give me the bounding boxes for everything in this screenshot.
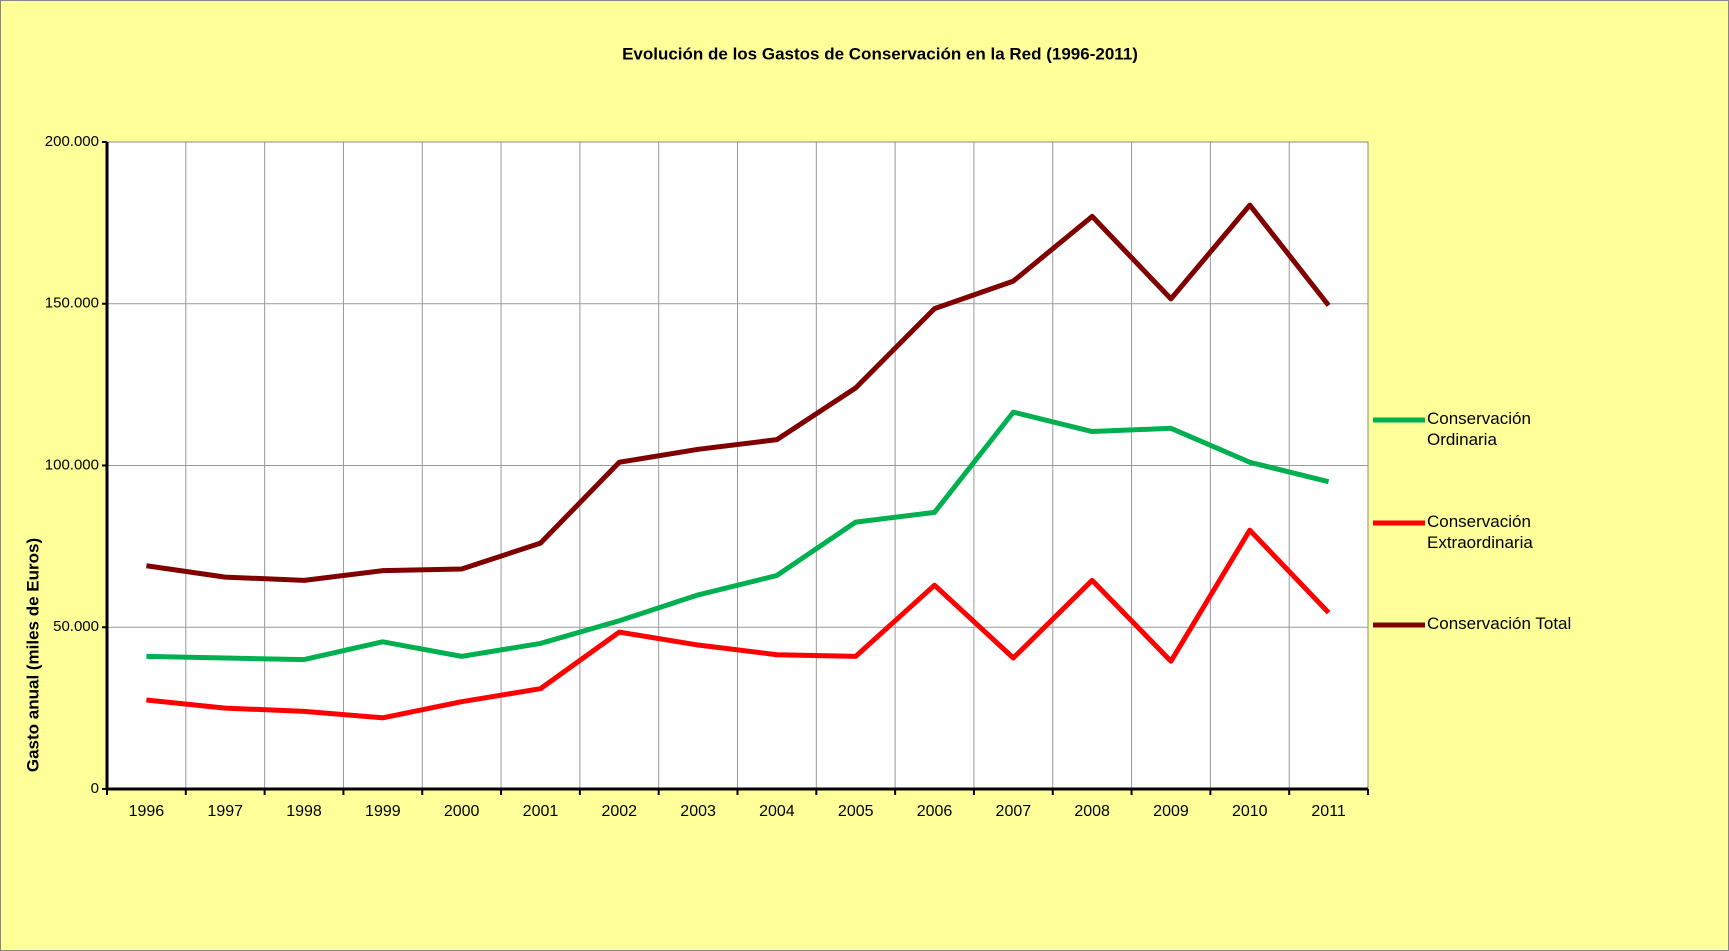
series-line bbox=[146, 527, 1331, 721]
x-tick-label: 2010 bbox=[1232, 803, 1268, 820]
x-tick-label: 2008 bbox=[1074, 803, 1110, 820]
x-tick-label: 2009 bbox=[1153, 803, 1189, 820]
x-tick-label: 2006 bbox=[917, 803, 953, 820]
legend-label: Conservación Extraordinaria bbox=[1427, 512, 1533, 552]
x-tick-label: 2011 bbox=[1311, 803, 1346, 820]
series-line bbox=[146, 202, 1331, 583]
y-tick-label: 50.000 bbox=[53, 618, 99, 635]
x-tick-label: 2001 bbox=[523, 803, 559, 820]
series-line bbox=[146, 409, 1330, 663]
legend-label: Conservación Total bbox=[1427, 614, 1572, 633]
x-tick-label: 2007 bbox=[996, 803, 1032, 820]
x-tick-label: 2003 bbox=[680, 803, 716, 820]
x-tick-label: 1997 bbox=[207, 803, 243, 820]
legend-label: Conservación Ordinaria bbox=[1427, 409, 1531, 449]
y-tick-label: 100.000 bbox=[45, 456, 99, 473]
x-tick-label: 2002 bbox=[601, 803, 637, 820]
x-tick-label: 1998 bbox=[286, 803, 322, 820]
y-tick-label: 0 bbox=[91, 780, 99, 797]
y-tick-label: 150.000 bbox=[45, 295, 99, 312]
x-tick-label: 1996 bbox=[129, 803, 165, 820]
chart-title: Evolución de los Gastos de Conservación … bbox=[622, 44, 1138, 63]
y-axis-label: Gasto anual (miles de Euros) bbox=[23, 538, 42, 772]
x-tick-label: 2004 bbox=[759, 803, 795, 820]
x-tick-label: 1999 bbox=[365, 803, 401, 820]
x-tick-label: 2000 bbox=[444, 803, 480, 820]
x-tick-label: 2005 bbox=[838, 803, 874, 820]
y-tick-label: 200.000 bbox=[45, 133, 99, 150]
